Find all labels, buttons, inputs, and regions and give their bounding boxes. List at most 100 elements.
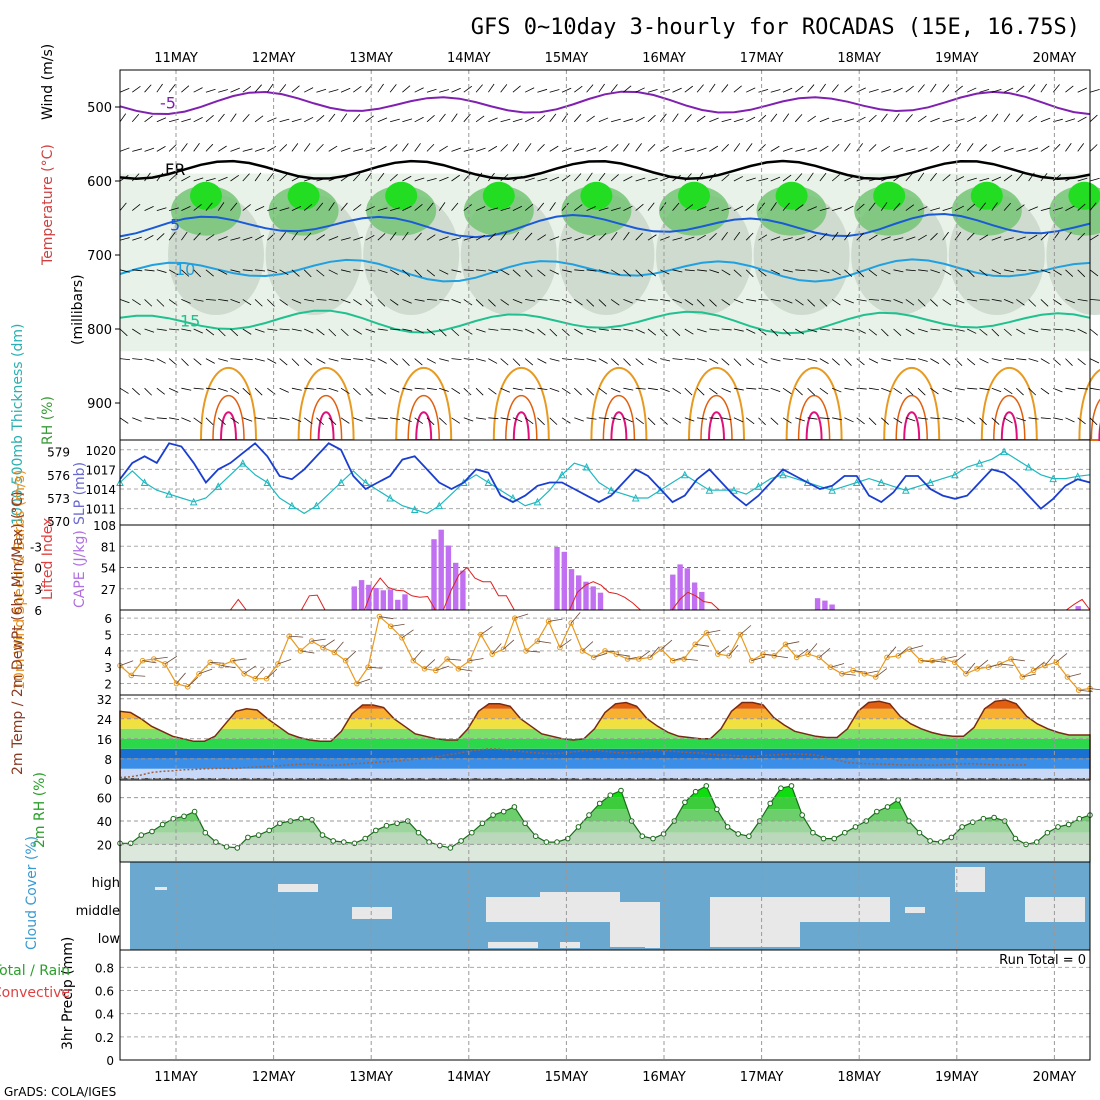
- thickness-point: [582, 462, 591, 471]
- wind-barb: [525, 328, 535, 334]
- wind-barb: [328, 202, 335, 211]
- wind-barb: [242, 328, 252, 335]
- wind-barb: [561, 202, 569, 211]
- wind-barb: [586, 328, 597, 333]
- wind-barb: [635, 328, 645, 334]
- wind-barb: [156, 83, 163, 93]
- wind-barb: [868, 387, 879, 391]
- temp-lobe-hot: [610, 411, 628, 441]
- wind-barb: [684, 328, 694, 335]
- wind-barb: [353, 204, 362, 211]
- wind-barb: [451, 299, 462, 304]
- li-tick: 0: [34, 562, 42, 576]
- rh-point: [1044, 829, 1051, 836]
- cloud-label: Cloud Cover (%): [24, 836, 40, 950]
- wind-barb: [426, 234, 436, 241]
- wind-barb: [807, 417, 818, 420]
- wind-barb: [709, 207, 720, 211]
- wind-barb: [586, 234, 596, 241]
- wind-barb: [156, 172, 164, 182]
- wind-barb: [488, 117, 498, 123]
- wind-barb: [1040, 299, 1049, 307]
- wind-barb: [942, 387, 953, 393]
- wind-barb: [920, 660, 935, 663]
- wind-barb: [439, 145, 448, 152]
- rh-band: [120, 821, 1090, 833]
- wind-barb: [598, 299, 607, 307]
- temp-band: [120, 758, 1090, 769]
- wind-barb: [881, 145, 891, 152]
- wind-barb: [1089, 328, 1099, 336]
- wind-barb: [1065, 176, 1075, 182]
- wind-barb: [514, 613, 529, 619]
- wind-barb: [193, 328, 203, 334]
- wind-barb: [770, 176, 781, 182]
- wind-speed-point: [410, 657, 417, 664]
- wind-barb: [426, 88, 437, 93]
- wind-barb: [782, 299, 793, 304]
- upper-ylabel-temp: Temperature (°C): [40, 144, 56, 266]
- wind-barb: [832, 328, 843, 331]
- wind-barb: [683, 658, 698, 661]
- wind-speed-point: [884, 654, 890, 661]
- wind-barb: [1016, 114, 1024, 123]
- wind-barb: [340, 202, 348, 211]
- wind-barb: [1077, 203, 1086, 211]
- wind-barb: [795, 204, 804, 211]
- wind-speed-point: [1064, 674, 1071, 680]
- wind-bg: [120, 610, 1090, 695]
- wind-barb: [880, 202, 888, 211]
- wind-barb: [303, 143, 311, 152]
- wind-speed-point: [579, 648, 586, 654]
- wind-barb: [909, 645, 924, 650]
- wind-barb: [426, 269, 435, 277]
- wind-barb: [905, 328, 915, 335]
- wind-speed-point: [252, 675, 259, 682]
- wind-barb: [1065, 417, 1075, 423]
- wind-barb: [414, 387, 425, 390]
- thickness-point: [189, 497, 198, 506]
- wind-barb: [503, 639, 515, 650]
- precip-tick: 0.2: [95, 1031, 114, 1045]
- rh-point: [575, 824, 582, 830]
- wind-barb: [144, 269, 155, 272]
- wind-barb: [856, 87, 866, 93]
- wind-barb: [279, 207, 290, 211]
- wind-barb: [266, 668, 278, 679]
- wind-barb: [316, 88, 327, 93]
- wind-barb: [1040, 117, 1051, 123]
- rh-point: [799, 812, 806, 818]
- wind-barb: [979, 417, 987, 426]
- wind-barb: [918, 417, 929, 420]
- wind-barb: [426, 358, 436, 364]
- wind-barb: [746, 177, 756, 182]
- wind-barb: [475, 299, 484, 307]
- temp-lobe-inner: [212, 395, 245, 441]
- wind-barb: [168, 84, 176, 93]
- wind-barb: [512, 328, 523, 332]
- wind-barb: [414, 417, 423, 425]
- wind-barb: [684, 204, 694, 211]
- wind-barb: [991, 113, 999, 123]
- wind-barb: [218, 145, 227, 152]
- wind-barb: [635, 269, 644, 278]
- rh-point: [447, 845, 454, 851]
- wind-barb: [524, 358, 534, 366]
- wind-barb: [807, 387, 816, 396]
- rh-point: [692, 788, 699, 795]
- wind-barb: [942, 417, 953, 421]
- wind-barb: [746, 87, 756, 93]
- wind-barb: [549, 145, 559, 152]
- wind-barb: [311, 638, 326, 642]
- cloud-block: [278, 884, 318, 892]
- wind-barb: [782, 87, 793, 93]
- wind-barb: [144, 358, 155, 362]
- wind-barb: [954, 358, 963, 366]
- wind-barb: [954, 299, 965, 304]
- wind-barb: [721, 144, 729, 152]
- wind-barb: [447, 658, 462, 661]
- wind-barb: [598, 233, 607, 241]
- wind-barb: [488, 145, 498, 152]
- wind-barb: [610, 84, 618, 93]
- wind-barb: [340, 113, 348, 123]
